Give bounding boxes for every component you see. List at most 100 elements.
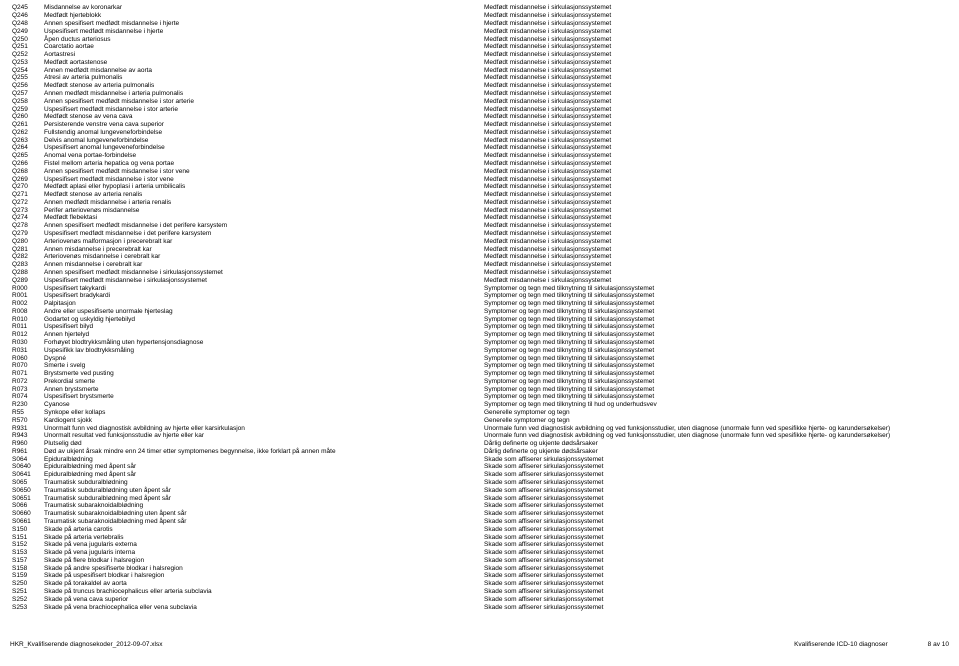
- code-cell: S065: [10, 479, 42, 487]
- description-cell: Skade på arteria carotis: [42, 525, 482, 533]
- category-cell: Symptomer og tegn med tilknytning til si…: [482, 284, 949, 292]
- code-cell: Q269: [10, 175, 42, 183]
- category-cell: Skade som affiserer sirkulasjonssystemet: [482, 603, 949, 611]
- table-row: S0660Traumatisk subaraknoidalblødning ut…: [10, 510, 949, 518]
- description-cell: Unormalt funn ved diagnostisk avbildning…: [42, 424, 482, 432]
- category-cell: Medfødt misdannelse i sirkulasjonssystem…: [482, 35, 949, 43]
- description-cell: Uspesifisert medfødt misdannelse i hjert…: [42, 27, 482, 35]
- category-cell: Medfødt misdannelse i sirkulasjonssystem…: [482, 206, 949, 214]
- code-cell: Q249: [10, 27, 42, 35]
- description-cell: Epiduralblødning: [42, 455, 482, 463]
- table-row: R074Uspesifisert brystsmerteSymptomer og…: [10, 393, 949, 401]
- code-cell: R030: [10, 339, 42, 347]
- category-cell: Medfødt misdannelse i sirkulasjonssystem…: [482, 113, 949, 121]
- code-cell: Q260: [10, 113, 42, 121]
- category-cell: Medfødt misdannelse i sirkulasjonssystem…: [482, 74, 949, 82]
- category-cell: Medfødt misdannelse i sirkulasjonssystem…: [482, 214, 949, 222]
- code-cell: Q282: [10, 253, 42, 261]
- category-cell: Medfødt misdannelse i sirkulasjonssystem…: [482, 12, 949, 20]
- table-row: S250Skade på torakaldel av aortaSkade so…: [10, 580, 949, 588]
- table-row: Q262Fullstendig anomal lungeveneforbinde…: [10, 129, 949, 137]
- description-cell: Uspesifisert bradykardi: [42, 292, 482, 300]
- table-row: Q246Medfødt hjerteblokkMedfødt misdannel…: [10, 12, 949, 20]
- category-cell: Skade som affiserer sirkulasjonssystemet: [482, 463, 949, 471]
- description-cell: Synkope eller kollaps: [42, 409, 482, 417]
- table-row: Q260Medfødt stenose av vena cavaMedfødt …: [10, 113, 949, 121]
- category-cell: Medfødt misdannelse i sirkulasjonssystem…: [482, 175, 949, 183]
- category-cell: Medfødt misdannelse i sirkulasjonssystem…: [482, 58, 949, 66]
- table-row: S065Traumatisk subduralblødningSkade som…: [10, 479, 949, 487]
- description-cell: Annen medfødt misdannelse i arteria rena…: [42, 199, 482, 207]
- description-cell: Åpen ductus arteriosus: [42, 35, 482, 43]
- code-cell: S0661: [10, 518, 42, 526]
- code-cell: Q273: [10, 206, 42, 214]
- category-cell: Symptomer og tegn med tilknytning til si…: [482, 385, 949, 393]
- code-cell: S0641: [10, 471, 42, 479]
- category-cell: Medfødt misdannelse i sirkulasjonssystem…: [482, 191, 949, 199]
- category-cell: Skade som affiserer sirkulasjonssystemet: [482, 572, 949, 580]
- table-row: Q259Uspesifisert medfødt misdannelse i s…: [10, 105, 949, 113]
- table-row: Q264Uspesifisert anomal lungeveneforbind…: [10, 144, 949, 152]
- table-row: R010Godartet og uskyldig hjertebilydSymp…: [10, 315, 949, 323]
- description-cell: Annen spesifisert medfødt misdannelse i …: [42, 167, 482, 175]
- table-row: R011Uspesifisert bilydSymptomer og tegn …: [10, 323, 949, 331]
- table-row: Q250Åpen ductus arteriosusMedfødt misdan…: [10, 35, 949, 43]
- code-cell: Q265: [10, 152, 42, 160]
- table-row: S159Skade på uspesifisert blodkar i hals…: [10, 572, 949, 580]
- description-cell: Delvis anomal lungeveneforbindelse: [42, 136, 482, 144]
- category-cell: Skade som affiserer sirkulasjonssystemet: [482, 471, 949, 479]
- table-row: S157Skade på flere blodkar i halsregionS…: [10, 556, 949, 564]
- description-cell: Annen hjertelyd: [42, 331, 482, 339]
- code-cell: S158: [10, 564, 42, 572]
- description-cell: Perifer arteriovenøs misdannelse: [42, 206, 482, 214]
- code-cell: R230: [10, 401, 42, 409]
- code-cell: Q270: [10, 183, 42, 191]
- code-cell: Q245: [10, 4, 42, 12]
- category-cell: Generelle symptomer og tegn: [482, 416, 949, 424]
- category-cell: Dårlig definerte og ukjente dødsårsaker: [482, 440, 949, 448]
- code-cell: Q283: [10, 261, 42, 269]
- code-cell: Q274: [10, 214, 42, 222]
- description-cell: Medfødt stenose av arteria pulmonalis: [42, 82, 482, 90]
- category-cell: Symptomer og tegn med tilknytning til si…: [482, 307, 949, 315]
- description-cell: Epiduralblødning med åpent sår: [42, 463, 482, 471]
- category-cell: Skade som affiserer sirkulasjonssystemet: [482, 564, 949, 572]
- description-cell: Skade på arteria vertebralis: [42, 533, 482, 541]
- code-cell: S152: [10, 541, 42, 549]
- code-cell: Q289: [10, 276, 42, 284]
- code-cell: Q248: [10, 20, 42, 28]
- category-cell: Unormale funn ved diagnostisk avbildning…: [482, 432, 949, 440]
- table-row: S150Skade på arteria carotisSkade som af…: [10, 525, 949, 533]
- table-row: Q251Coarctatio aortaeMedfødt misdannelse…: [10, 43, 949, 51]
- description-cell: Uspesifisert takykardi: [42, 284, 482, 292]
- table-row: Q279Uspesifisert medfødt misdannelse i d…: [10, 230, 949, 238]
- code-cell: Q246: [10, 12, 42, 20]
- description-cell: Dyspné: [42, 354, 482, 362]
- description-cell: Medfødt flebektasi: [42, 214, 482, 222]
- table-row: Q255Atresi av arteria pulmonalisMedfødt …: [10, 74, 949, 82]
- description-cell: Kardiogent sjokk: [42, 416, 482, 424]
- description-cell: Annen misdannelse i precerebralt kar: [42, 245, 482, 253]
- table-row: Q282Arteriovenøs misdannelse i cerebralt…: [10, 253, 949, 261]
- category-cell: Dårlig definerte og ukjente dødsårsaker: [482, 448, 949, 456]
- category-cell: Skade som affiserer sirkulasjonssystemet: [482, 595, 949, 603]
- description-cell: Medfødt stenose av vena cava: [42, 113, 482, 121]
- category-cell: Symptomer og tegn med tilknytning til si…: [482, 339, 949, 347]
- category-cell: Medfødt misdannelse i sirkulasjonssystem…: [482, 160, 949, 168]
- description-cell: Annen spesifisert medfødt misdannelse i …: [42, 222, 482, 230]
- code-cell: Q268: [10, 167, 42, 175]
- code-cell: S153: [10, 549, 42, 557]
- table-row: Q278Annen spesifisert medfødt misdannels…: [10, 222, 949, 230]
- table-row: Q280Arteriovenøs malformasjon i precereb…: [10, 237, 949, 245]
- category-cell: Medfødt misdannelse i sirkulasjonssystem…: [482, 20, 949, 28]
- code-cell: R001: [10, 292, 42, 300]
- code-cell: S150: [10, 525, 42, 533]
- table-row: S158Skade på andre spesifiserte blodkar …: [10, 564, 949, 572]
- code-cell: R073: [10, 385, 42, 393]
- footer-title: Kvalifiserende ICD-10 diagnoser: [794, 641, 888, 648]
- table-row: Q273Perifer arteriovenøs misdannelseMedf…: [10, 206, 949, 214]
- diagnosis-table: Q245Misdannelse av koronarkarMedfødt mis…: [10, 4, 949, 611]
- description-cell: Skade på vena jugularis interna: [42, 549, 482, 557]
- description-cell: Atresi av arteria pulmonalis: [42, 74, 482, 82]
- table-row: R000Uspesifisert takykardiSymptomer og t…: [10, 284, 949, 292]
